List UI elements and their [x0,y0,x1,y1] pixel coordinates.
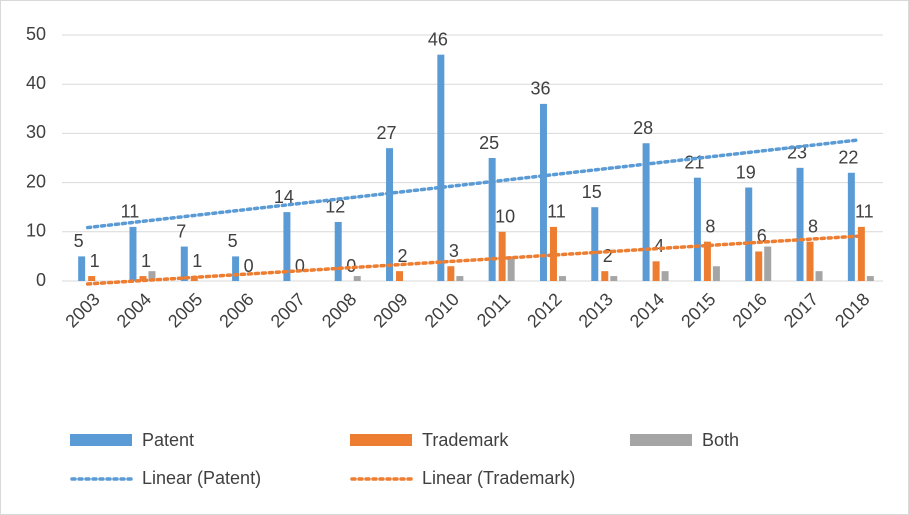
bar [180,246,188,281]
legend-swatch [630,434,692,446]
bar [353,276,361,281]
data-label: 5 [228,231,238,251]
bar [558,276,566,281]
bar [334,221,342,281]
bar [661,271,669,281]
data-label: 14 [274,187,294,207]
y-tick-label: 40 [26,73,46,93]
data-label: 2 [398,246,408,266]
bar [78,256,86,281]
bar [796,167,804,281]
bar [601,271,609,281]
bar [549,226,557,281]
bar [498,231,506,281]
y-tick-label: 20 [26,171,46,191]
data-label: 46 [428,29,448,49]
data-label: 1 [192,251,202,271]
bar [652,261,660,281]
data-label: 11 [547,202,566,222]
trend-line [85,138,860,230]
data-label: 11 [855,202,874,222]
data-label: 2 [603,246,613,266]
bar [857,226,865,281]
bar [139,276,147,281]
y-tick-label: 30 [26,122,46,142]
data-label: 0 [346,256,356,276]
data-label: 12 [325,197,345,217]
data-label: 19 [736,162,756,182]
bar [539,103,547,281]
data-label: 25 [479,133,499,153]
legend-label: Linear (Trademark) [422,468,575,488]
data-label: 21 [684,152,704,172]
bar [642,143,650,281]
legend-swatch [70,434,132,446]
data-label: 22 [838,148,858,168]
bar [745,187,753,281]
bar [847,172,855,281]
legend-label: Both [702,430,739,450]
legend-label: Linear (Patent) [142,468,261,488]
bar [447,266,455,281]
data-label: 8 [808,216,818,236]
bar [437,54,445,282]
legend-swatch [350,434,412,446]
bar [806,241,814,281]
data-label: 3 [449,241,459,261]
data-label: 8 [705,216,715,236]
bar [148,271,156,281]
bar [396,271,404,281]
bar [764,246,772,281]
data-label: 6 [757,226,767,246]
data-label: 11 [121,202,140,222]
bar [712,266,720,281]
data-label: 5 [74,231,84,251]
bar [283,212,291,281]
data-label: 7 [176,221,186,241]
bar [507,256,515,281]
data-label: 0 [295,256,305,276]
data-label: 1 [141,251,151,271]
data-label: 28 [633,118,653,138]
bar [386,148,394,281]
data-label: 36 [530,79,550,99]
legend-label: Trademark [422,430,509,450]
bar [591,207,599,281]
bar [866,276,874,281]
data-label: 15 [582,182,602,202]
bar [755,251,763,281]
bar [815,271,823,281]
y-tick-label: 50 [26,24,46,44]
bar [88,276,96,281]
data-label: 0 [244,256,254,276]
data-label: 1 [90,251,100,271]
y-tick-label: 0 [36,270,46,290]
legend-label: Patent [142,430,194,450]
data-label: 10 [495,207,515,227]
bar [129,226,137,281]
y-tick-label: 10 [26,221,46,241]
bar [456,276,464,281]
bar [703,241,711,281]
trend-line [85,234,860,286]
bar [488,158,496,281]
data-label: 27 [377,123,397,143]
data-label: 4 [654,236,664,256]
bar [232,256,240,281]
bar [610,276,618,281]
bar [693,177,701,281]
